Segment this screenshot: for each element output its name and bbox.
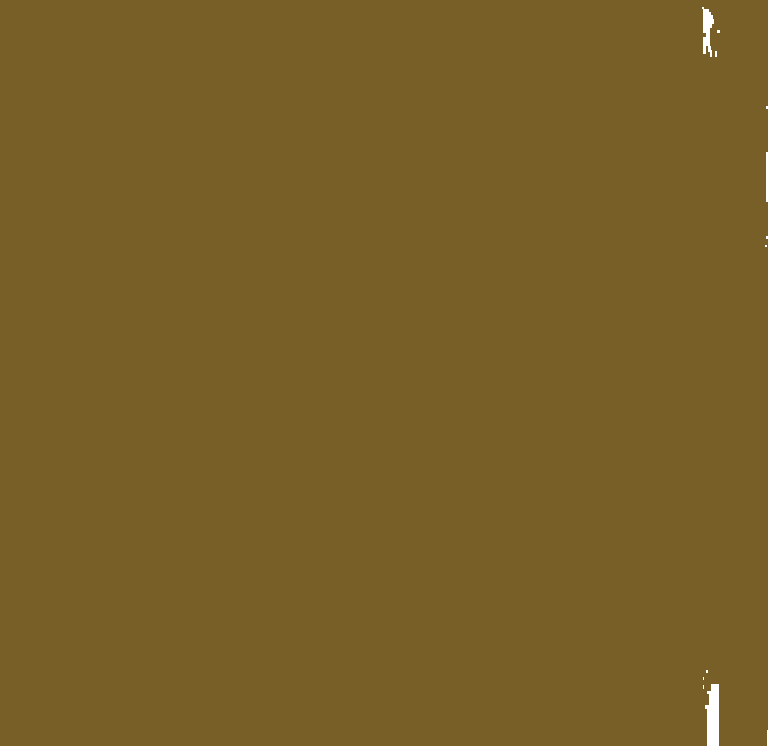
right-edge-white-line bbox=[766, 152, 768, 202]
bottom-white-dot-2 bbox=[703, 677, 704, 680]
bottom-white-dot-1 bbox=[706, 670, 708, 673]
top-right-white-dot bbox=[717, 30, 720, 33]
top-right-white-fragment bbox=[702, 7, 717, 57]
right-edge-white-dot-lower bbox=[765, 245, 767, 247]
bottom-white-dash bbox=[703, 685, 704, 689]
right-edge-white-dot-mid bbox=[766, 236, 768, 239]
right-edge-white-dot-upper bbox=[766, 106, 768, 109]
bottom-white-stripe bbox=[705, 684, 719, 746]
